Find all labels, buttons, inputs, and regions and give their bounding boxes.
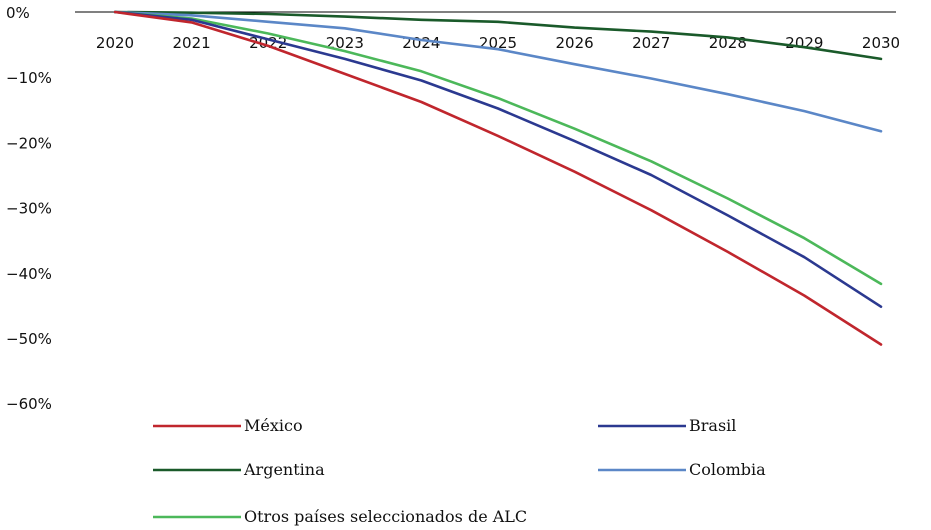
series-line-m-xico [113,10,883,346]
legend-item: Colombia [598,460,766,479]
x-tick-label: 2020 [96,34,134,52]
y-tick-label: −60% [6,395,52,413]
y-tick-label: −30% [6,200,52,218]
legend: México Brasil Argentina Colombia Otros paíse… [153,416,766,526]
x-tick-label: 2021 [173,34,211,52]
legend-label: Argentina [243,460,325,479]
series-line-brasil [113,10,883,309]
series-lines [113,10,883,346]
x-tick-label: 2030 [862,34,900,52]
series-line-otros-pa-ses-seleccionados-de-alc [113,10,883,286]
legend-item: Argentina [153,460,325,479]
y-tick-label: −10% [6,69,52,87]
x-tick-label: 2027 [632,34,670,52]
y-tick-label: 0% [6,4,30,22]
y-tick-label: −50% [6,330,52,348]
x-tick-label: 2023 [326,34,364,52]
y-tick-label: −40% [6,265,52,283]
x-tick-label: 2022 [249,34,287,52]
y-tick-label: −20% [6,134,52,152]
legend-item: Brasil [598,416,736,435]
legend-label: México [244,416,303,435]
legend-item: Otros países seleccionados de ALC [153,507,527,526]
legend-item: México [153,416,303,435]
y-axis-tick-labels: 0% −10% −20% −30% −40% −50% −60% [6,4,52,413]
x-tick-label: 2026 [556,34,594,52]
legend-label: Otros países seleccionados de ALC [244,507,527,526]
legend-label: Colombia [689,460,766,479]
legend-label: Brasil [689,416,736,435]
series-line-argentina [113,10,883,61]
series-line-colombia [113,10,883,133]
